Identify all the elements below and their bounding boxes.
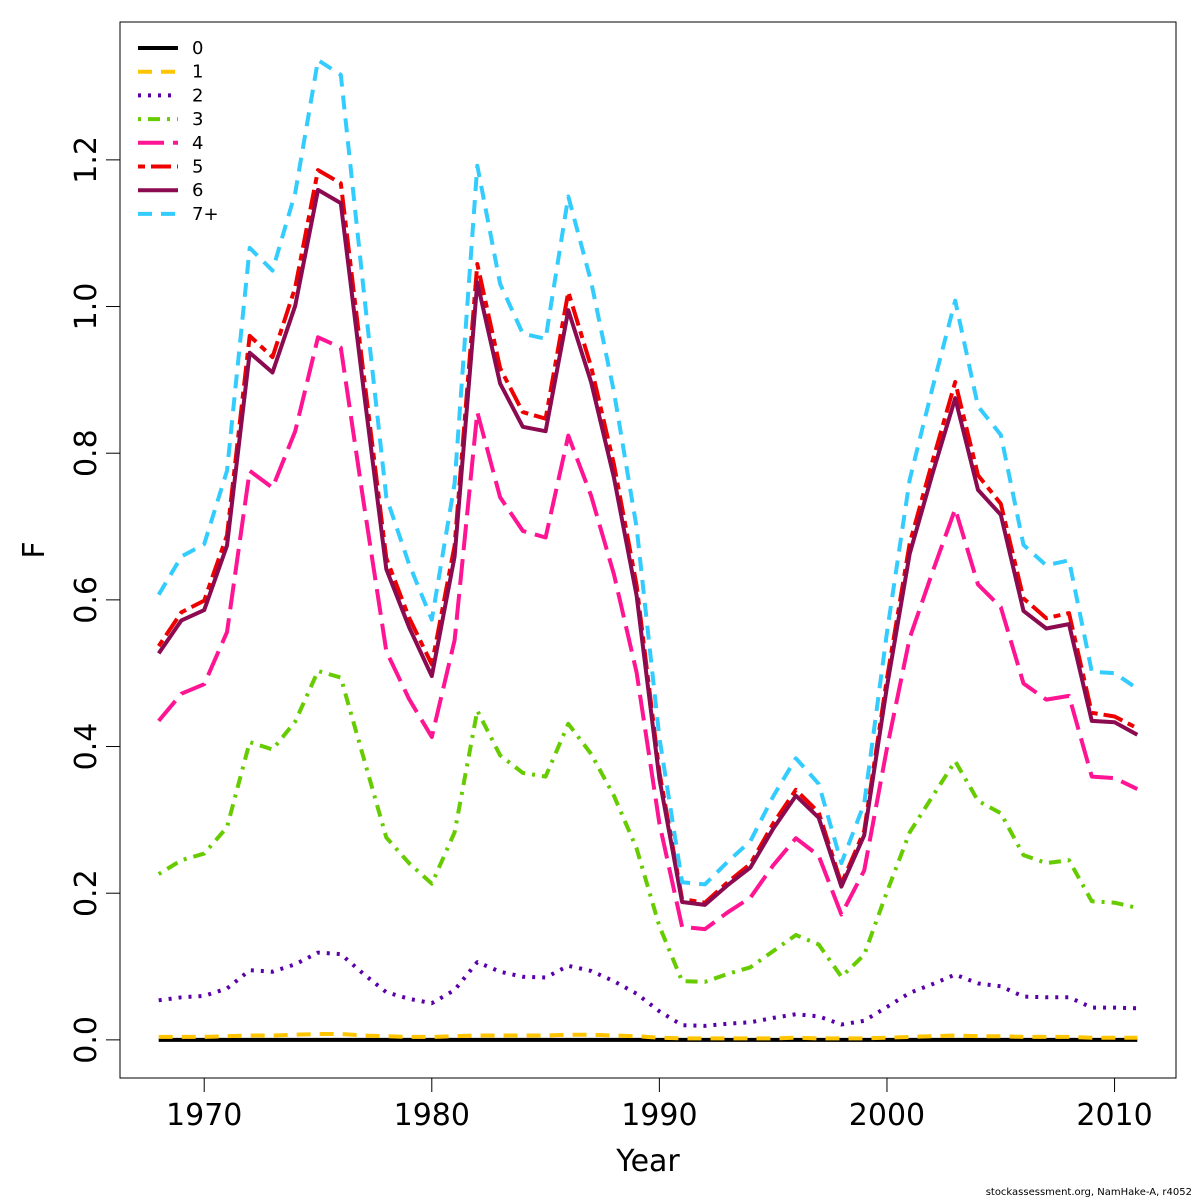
series-line-6 bbox=[157, 187, 1139, 907]
x-axis-title: Year bbox=[615, 1144, 680, 1179]
y-tick-label: 0.2 bbox=[69, 869, 104, 917]
series-line-3 bbox=[157, 669, 1138, 984]
x-axis: 1970 1980 1990 2000 2010 bbox=[166, 1077, 1153, 1133]
legend-label: 1 bbox=[192, 62, 203, 83]
x-tick-label: 2010 bbox=[1076, 1098, 1152, 1133]
legend-label: 3 bbox=[192, 109, 203, 130]
x-tick-label: 1970 bbox=[166, 1098, 242, 1133]
y-tick-label: 0.6 bbox=[69, 576, 104, 624]
legend-label: 7+ bbox=[192, 204, 219, 225]
legend-label: 0 bbox=[192, 38, 203, 59]
x-tick-label: 1990 bbox=[621, 1098, 697, 1133]
y-tick-label: 0.4 bbox=[69, 723, 104, 771]
series-line-1 bbox=[158, 1032, 1138, 1041]
y-tick-label: 0.8 bbox=[69, 429, 104, 477]
series-line-4 bbox=[157, 335, 1139, 932]
series-layer bbox=[156, 58, 1139, 1042]
legend-label: 2 bbox=[192, 85, 203, 106]
y-tick-label: 1.2 bbox=[69, 136, 104, 184]
legend-label: 6 bbox=[192, 180, 203, 201]
x-tick-label: 1980 bbox=[394, 1098, 470, 1133]
x-tick-label: 2000 bbox=[849, 1098, 925, 1133]
legend-label: 4 bbox=[192, 133, 203, 154]
y-axis-title: F bbox=[17, 541, 52, 558]
legend-label: 5 bbox=[192, 157, 203, 178]
series-line-7 bbox=[156, 58, 1139, 887]
credit-text: stockassessment.org, NamHake-A, r4052 bbox=[985, 1187, 1192, 1198]
y-axis: 0.0 0.2 0.4 0.6 0.8 1.0 1.2 bbox=[69, 136, 121, 1064]
y-tick-label: 0.0 bbox=[69, 1016, 104, 1064]
y-tick-label: 1.0 bbox=[69, 283, 104, 331]
